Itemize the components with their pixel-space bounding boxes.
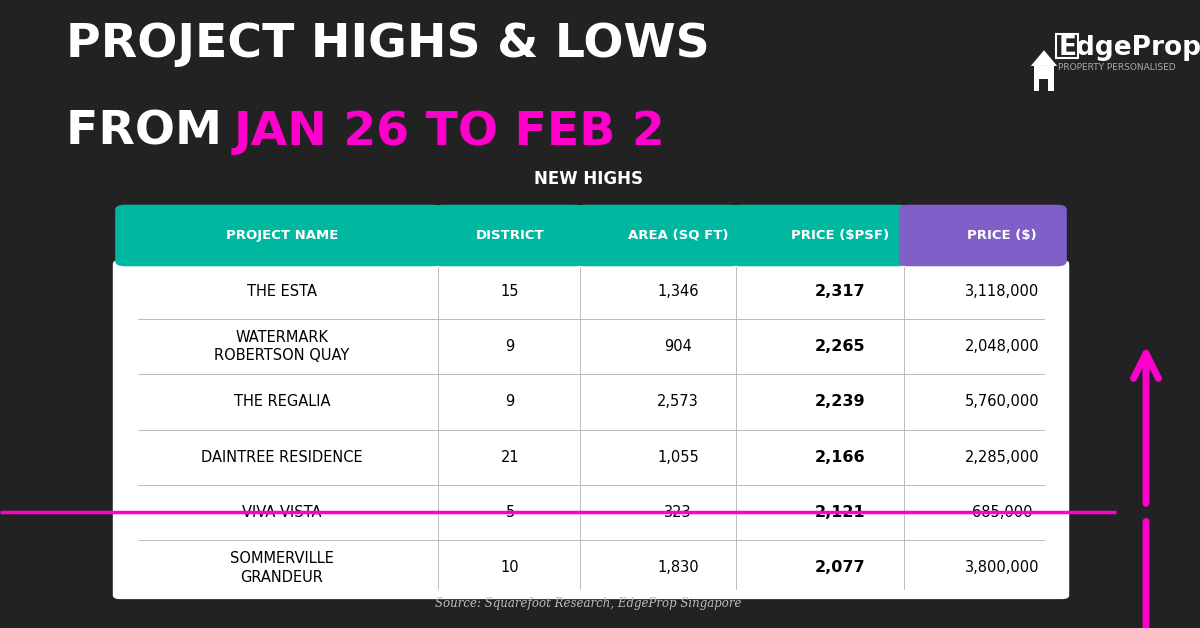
Text: 323: 323 xyxy=(664,505,692,520)
Text: JAN 26 TO FEB 2: JAN 26 TO FEB 2 xyxy=(234,110,666,155)
Text: 3,800,000: 3,800,000 xyxy=(965,560,1039,575)
Text: 685,000: 685,000 xyxy=(972,505,1032,520)
Text: 15: 15 xyxy=(500,284,520,299)
Text: 5,760,000: 5,760,000 xyxy=(965,394,1039,409)
Text: 9: 9 xyxy=(505,394,515,409)
Text: SOMMERVILLE
GRANDEUR: SOMMERVILLE GRANDEUR xyxy=(230,551,334,585)
Text: 2,048,000: 2,048,000 xyxy=(965,339,1039,354)
Text: VIVA VISTA: VIVA VISTA xyxy=(242,505,322,520)
Text: 904: 904 xyxy=(664,339,692,354)
Text: 2,166: 2,166 xyxy=(815,450,865,465)
Text: PRICE ($): PRICE ($) xyxy=(967,229,1037,242)
Polygon shape xyxy=(1031,50,1057,66)
Text: PROJECT HIGHS & LOWS: PROJECT HIGHS & LOWS xyxy=(66,22,709,67)
FancyBboxPatch shape xyxy=(575,205,740,266)
Text: NEW HIGHS: NEW HIGHS xyxy=(534,170,642,188)
Text: Source: Squarefoot Research, EdgeProp Singapore: Source: Squarefoot Research, EdgeProp Si… xyxy=(434,597,742,610)
Text: DISTRICT: DISTRICT xyxy=(475,229,545,242)
FancyBboxPatch shape xyxy=(433,205,584,266)
FancyBboxPatch shape xyxy=(113,260,1069,599)
Text: DAINTREE RESIDENCE: DAINTREE RESIDENCE xyxy=(202,450,362,465)
Text: 2,077: 2,077 xyxy=(815,560,865,575)
Text: 1,830: 1,830 xyxy=(658,560,698,575)
Text: PRICE ($PSF): PRICE ($PSF) xyxy=(791,229,889,242)
FancyBboxPatch shape xyxy=(899,205,1067,266)
Text: WATERMARK
ROBERTSON QUAY: WATERMARK ROBERTSON QUAY xyxy=(215,330,349,364)
FancyBboxPatch shape xyxy=(1034,66,1054,91)
FancyBboxPatch shape xyxy=(115,205,443,266)
FancyBboxPatch shape xyxy=(731,205,908,266)
Text: 2,317: 2,317 xyxy=(815,284,865,299)
Text: THE REGALIA: THE REGALIA xyxy=(234,394,330,409)
Text: 5: 5 xyxy=(505,505,515,520)
FancyBboxPatch shape xyxy=(1039,78,1048,91)
Text: 21: 21 xyxy=(500,450,520,465)
Text: FROM: FROM xyxy=(66,110,239,155)
Text: 2,573: 2,573 xyxy=(658,394,698,409)
Text: THE ESTA: THE ESTA xyxy=(247,284,317,299)
Text: 3,118,000: 3,118,000 xyxy=(965,284,1039,299)
Text: 2,265: 2,265 xyxy=(815,339,865,354)
Text: 9: 9 xyxy=(505,339,515,354)
Text: EdgeProp: EdgeProp xyxy=(1058,35,1200,60)
Text: 2,285,000: 2,285,000 xyxy=(965,450,1039,465)
Text: 2,121: 2,121 xyxy=(815,505,865,520)
Text: PROJECT NAME: PROJECT NAME xyxy=(226,229,338,242)
Text: 1,346: 1,346 xyxy=(658,284,698,299)
Text: AREA (SQ FT): AREA (SQ FT) xyxy=(628,229,728,242)
Text: 2,239: 2,239 xyxy=(815,394,865,409)
Text: 10: 10 xyxy=(500,560,520,575)
Text: 1,055: 1,055 xyxy=(658,450,698,465)
Text: PROPERTY PERSONALISED: PROPERTY PERSONALISED xyxy=(1058,63,1176,72)
